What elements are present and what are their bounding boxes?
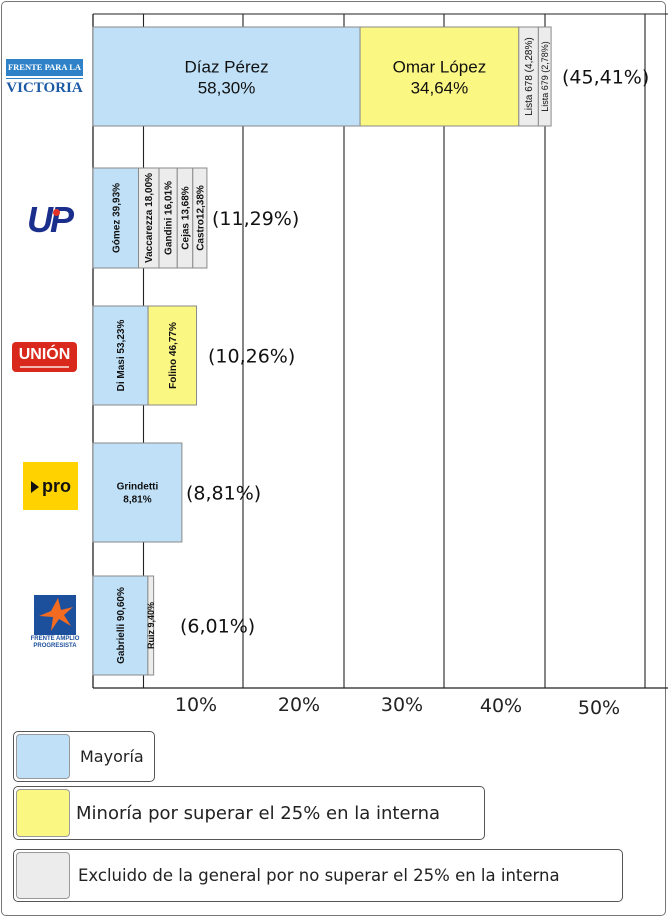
bar-segment [147,305,198,406]
segment-label-vertical: Folino 46,77% [168,322,179,389]
up-logo: UP [26,199,74,240]
segment-label-vertical: Castro12,38% [195,185,206,251]
bar-segment [537,26,552,127]
segment-label-name: Omar López [393,58,487,77]
bar-total-label: (8,81%) [186,483,261,505]
pro-logo: pro [23,462,78,510]
segment-label-name: Grindetti [117,482,159,493]
bar-segment [192,167,208,269]
legend-item-excluido: Excluido de la general por no superar el… [13,849,623,902]
bar-total-label: (11,29%) [212,208,299,230]
legend-swatch-excluido [16,852,70,899]
segment-label-vertical: Gandini 16,01% [164,181,175,255]
segment-label-share: 34,64% [411,79,469,98]
legend-swatch-mayoria [16,734,70,779]
bar-total-label: (45,41%) [562,67,649,89]
segment-label-vertical: Gabrielli 90,60% [116,587,127,664]
x-tick-label: 30% [381,694,423,716]
segment-label-vertical: Ruiz 9,40% [146,602,156,649]
union-logo: UNIÓN [12,342,77,372]
x-tick-label: 40% [480,695,522,717]
bar-segment [92,575,149,676]
legend-label-mayoria: Mayoría [80,747,144,766]
segment-label-vertical: Di Masi 53,23% [116,320,127,392]
frente-para-la-victoria-logo: FRENTE PARA LA VICTORIA [6,59,83,98]
segment-label-share: 8,81% [123,495,151,506]
legend-label-minoria: Minoría por superar el 25% en la interna [76,802,441,824]
segment-label-vertical: Lista 678 (4,28%) [524,37,535,115]
x-tick-label: 50% [578,697,620,719]
segment-label-share: 58,30% [198,79,256,98]
legend-swatch-minoria [16,789,70,837]
x-tick-label: 10% [175,694,217,716]
bar-segment [92,26,361,127]
bar-segment [92,305,149,406]
segment-label-vertical: Vaccarezza 18,00% [144,173,155,263]
segment-label-vertical: Lista 679 (2,78%) [540,41,550,112]
x-tick-label: 20% [278,694,320,716]
legend-item-mayoria: Mayoría [13,731,155,782]
segment-label-vertical: Gómez 39,93% [111,183,122,253]
bar-segment [359,26,520,127]
bar-total-label: (6,01%) [180,616,255,638]
bar-segment [147,575,155,676]
frente-amplio-progresista-logo: FRENTE AMPLIO PROGRESISTA [31,595,79,650]
legend-label-excluido: Excluido de la general por no superar el… [78,866,560,885]
segment-label-name: Díaz Pérez [184,58,268,77]
bar-total-label: (10,26%) [208,346,295,368]
legend-item-minoria: Minoría por superar el 25% en la interna [13,786,485,840]
segment-label-vertical: Cejas 13,68% [181,186,192,249]
bar-segment [92,442,183,543]
